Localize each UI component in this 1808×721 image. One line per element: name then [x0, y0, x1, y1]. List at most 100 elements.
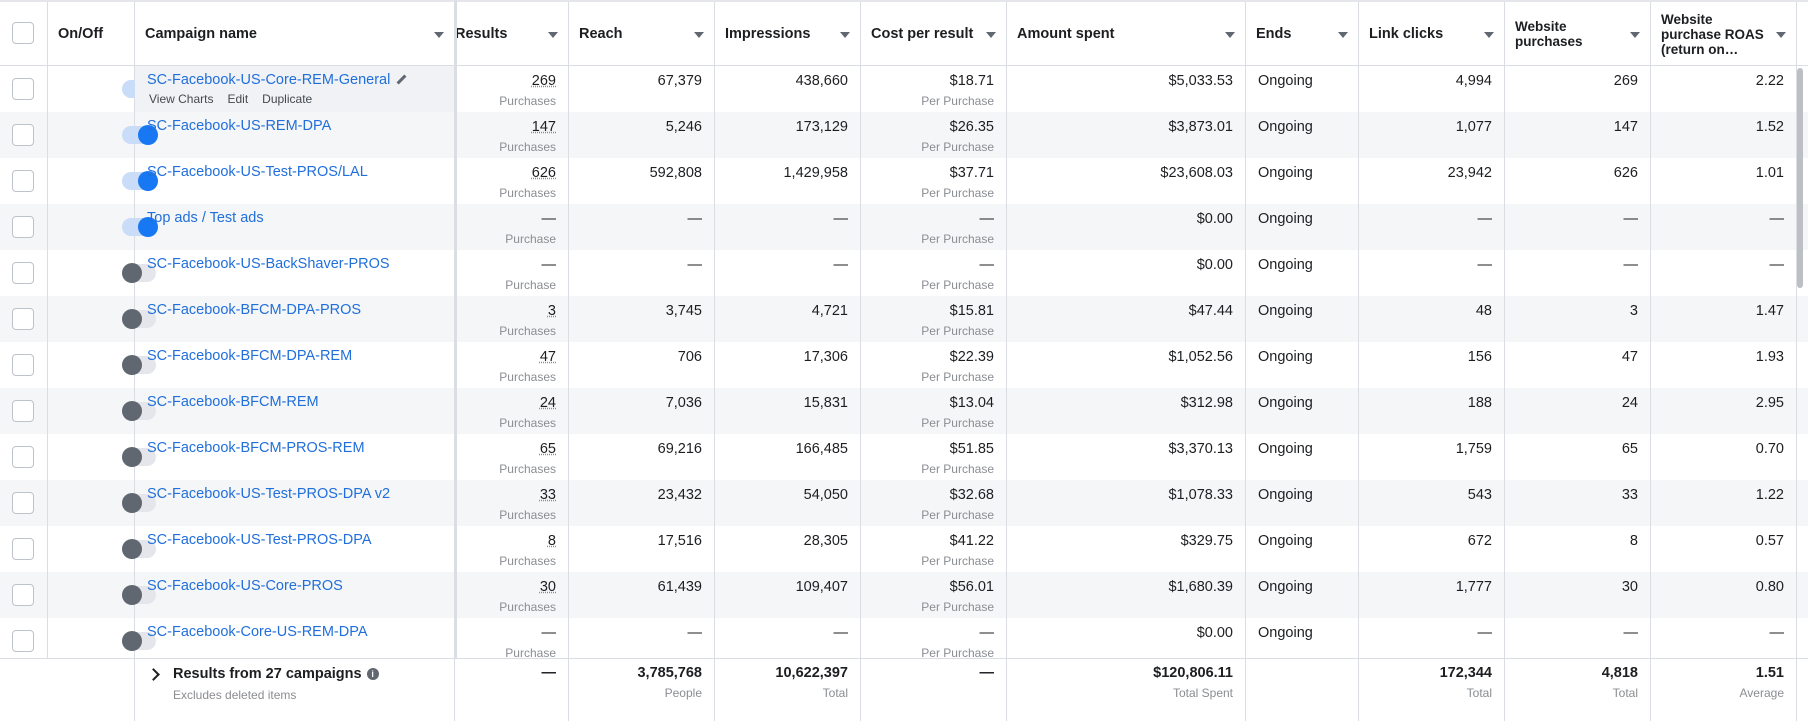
campaign-toggle[interactable] — [122, 355, 156, 375]
row-checkbox[interactable] — [12, 216, 34, 238]
cpr-unit: Per Purchase — [921, 462, 994, 476]
spent-cell: $3,370.13 — [1007, 434, 1246, 480]
campaign-name-link[interactable]: SC-Facebook-US-Core-PROS — [147, 578, 343, 594]
table-row[interactable]: SC-Facebook-Core-US-REM-DPA — Purchase — — — P… — [0, 618, 1808, 658]
table-row[interactable]: Top ads / Test ads — Purchase — — — Per Purcha… — [0, 204, 1808, 250]
header-impressions[interactable]: Impressions — [715, 2, 861, 66]
campaign-name-link[interactable]: SC-Facebook-BFCM-DPA-PROS — [147, 302, 362, 318]
purchases-cell: — — [1505, 250, 1651, 296]
campaign-toggle[interactable] — [122, 309, 156, 329]
campaign-name-link[interactable]: SC-Facebook-US-BackShaver-PROS — [147, 256, 390, 272]
campaign-name-link[interactable]: SC-Facebook-US-Test-PROS-DPA — [147, 532, 372, 548]
vertical-scrollbar[interactable] — [1797, 68, 1803, 288]
row-checkbox[interactable] — [12, 124, 34, 146]
campaign-name-link[interactable]: SC-Facebook-BFCM-PROS-REM — [147, 440, 365, 456]
table-row[interactable]: SC-Facebook-US-Test-PROS/LAL 626 Purchases… — [0, 158, 1808, 204]
sort-caret-icon[interactable] — [840, 32, 850, 38]
campaign-name-link[interactable]: SC-Facebook-BFCM-REM — [147, 394, 319, 410]
table-row[interactable]: SC-Facebook-US-Core-REM-General View Char… — [0, 66, 1808, 112]
campaign-toggle[interactable] — [122, 631, 156, 651]
sort-caret-icon[interactable] — [1225, 32, 1235, 38]
campaign-toggle[interactable] — [122, 171, 158, 191]
row-checkbox[interactable] — [12, 354, 34, 376]
header-clicks-label: Link clicks — [1369, 26, 1444, 42]
view-charts-link[interactable]: View Charts — [149, 92, 214, 106]
select-all-checkbox[interactable] — [12, 22, 34, 44]
reach-value: — — [687, 625, 703, 641]
footer-summary-title[interactable]: Results from 27 campaigns i Excludes dele… — [135, 659, 455, 721]
campaign-toggle[interactable] — [122, 125, 158, 145]
row-checkbox[interactable] — [12, 584, 34, 606]
campaign-name-link[interactable]: SC-Facebook-BFCM-DPA-REM — [147, 348, 353, 364]
table-row[interactable]: SC-Facebook-US-Test-PROS-DPA 8 Purchases 17… — [0, 526, 1808, 572]
row-checkbox[interactable] — [12, 308, 34, 330]
table-row[interactable]: SC-Facebook-US-Core-PROS 30 Purchases 61,43… — [0, 572, 1808, 618]
campaign-name-link[interactable]: SC-Facebook-US-REM-DPA — [147, 118, 332, 134]
spent-value: $1,680.39 — [1168, 579, 1233, 595]
campaign-name-link[interactable]: SC-Facebook-US-Test-PROS/LAL — [147, 164, 368, 180]
spent-value: $1,052.56 — [1168, 349, 1233, 365]
header-campaign-name[interactable]: Campaign name — [135, 2, 455, 66]
sort-caret-icon[interactable] — [1776, 32, 1786, 38]
campaign-toggle[interactable] — [122, 263, 156, 283]
header-website-purchases[interactable]: Website purchases — [1505, 2, 1651, 66]
chevron-right-icon[interactable] — [147, 668, 160, 681]
clicks-value: 188 — [1467, 395, 1492, 411]
sort-caret-icon[interactable] — [986, 32, 996, 38]
campaign-toggle[interactable] — [122, 447, 156, 467]
header-link-clicks[interactable]: Link clicks — [1359, 2, 1505, 66]
pencil-icon[interactable] — [396, 74, 407, 85]
sort-caret-icon[interactable] — [1484, 32, 1494, 38]
reach-value: 7,036 — [665, 395, 702, 411]
header-onoff[interactable]: On/Off — [48, 2, 135, 66]
sort-caret-icon[interactable] — [1338, 32, 1348, 38]
campaign-name-link[interactable]: SC-Facebook-US-Test-PROS-DPA v2 — [147, 486, 391, 502]
campaign-toggle[interactable] — [122, 217, 158, 237]
campaign-name-link[interactable]: SC-Facebook-US-Core-REM-General — [147, 72, 391, 88]
header-reach[interactable]: Reach — [569, 2, 715, 66]
row-select-cell — [0, 296, 48, 342]
campaign-name-cell: SC-Facebook-US-Core-PROS — [135, 572, 455, 618]
info-icon[interactable]: i — [366, 668, 379, 680]
spent-value: $47.44 — [1188, 303, 1233, 319]
campaign-name-link[interactable]: SC-Facebook-Core-US-REM-DPA — [147, 624, 368, 640]
row-checkbox[interactable] — [12, 492, 34, 514]
header-results[interactable]: Results — [455, 2, 569, 66]
table-row[interactable]: SC-Facebook-BFCM-PROS-REM 65 Purchases 69,2… — [0, 434, 1808, 480]
duplicate-link[interactable]: Duplicate — [262, 92, 313, 106]
header-ends[interactable]: Ends — [1246, 2, 1359, 66]
header-cost-per-result[interactable]: Cost per result — [861, 2, 1007, 66]
impressions-value: 109,407 — [795, 579, 848, 595]
header-website-roas[interactable]: Website purchase ROAS (return on… — [1651, 2, 1797, 66]
row-checkbox[interactable] — [12, 538, 34, 560]
campaign-name-link[interactable]: Top ads / Test ads — [147, 210, 264, 226]
sort-caret-icon[interactable] — [548, 32, 558, 38]
row-checkbox[interactable] — [12, 400, 34, 422]
campaign-toggle[interactable] — [122, 539, 156, 559]
table-row[interactable]: SC-Facebook-US-REM-DPA 147 Purchases 5,246 1… — [0, 112, 1808, 158]
results-cell: 47 Purchases — [455, 342, 569, 388]
edit-link[interactable]: Edit — [227, 92, 249, 106]
footer-reach: 3,785,768 People — [569, 659, 715, 721]
sort-caret-icon[interactable] — [694, 32, 704, 38]
ends-value: Ongoing — [1258, 579, 1313, 595]
row-checkbox[interactable] — [12, 78, 34, 100]
results-unit: Purchases — [499, 140, 556, 154]
sort-caret-icon[interactable] — [1630, 32, 1640, 38]
table-row[interactable]: SC-Facebook-BFCM-DPA-PROS 3 Purchases 3,745… — [0, 296, 1808, 342]
campaign-toggle[interactable] — [122, 401, 156, 421]
table-row[interactable]: SC-Facebook-US-Test-PROS-DPA v2 33 Purchas… — [0, 480, 1808, 526]
row-checkbox[interactable] — [12, 262, 34, 284]
table-row[interactable]: SC-Facebook-BFCM-REM 24 Purchases 7,036 15,8… — [0, 388, 1808, 434]
campaign-toggle[interactable] — [122, 493, 156, 513]
row-checkbox[interactable] — [12, 170, 34, 192]
table-row[interactable]: SC-Facebook-BFCM-DPA-REM 47 Purchases 706 17… — [0, 342, 1808, 388]
table-row[interactable]: SC-Facebook-US-BackShaver-PROS — Purchase —… — [0, 250, 1808, 296]
row-checkbox[interactable] — [12, 630, 34, 652]
header-onoff-label: On/Off — [58, 26, 104, 42]
campaign-toggle[interactable] — [122, 585, 156, 605]
sort-caret-icon[interactable] — [434, 32, 444, 38]
header-amount-spent[interactable]: Amount spent — [1007, 2, 1246, 66]
clicks-cell: 4,994 — [1359, 66, 1505, 112]
row-checkbox[interactable] — [12, 446, 34, 468]
